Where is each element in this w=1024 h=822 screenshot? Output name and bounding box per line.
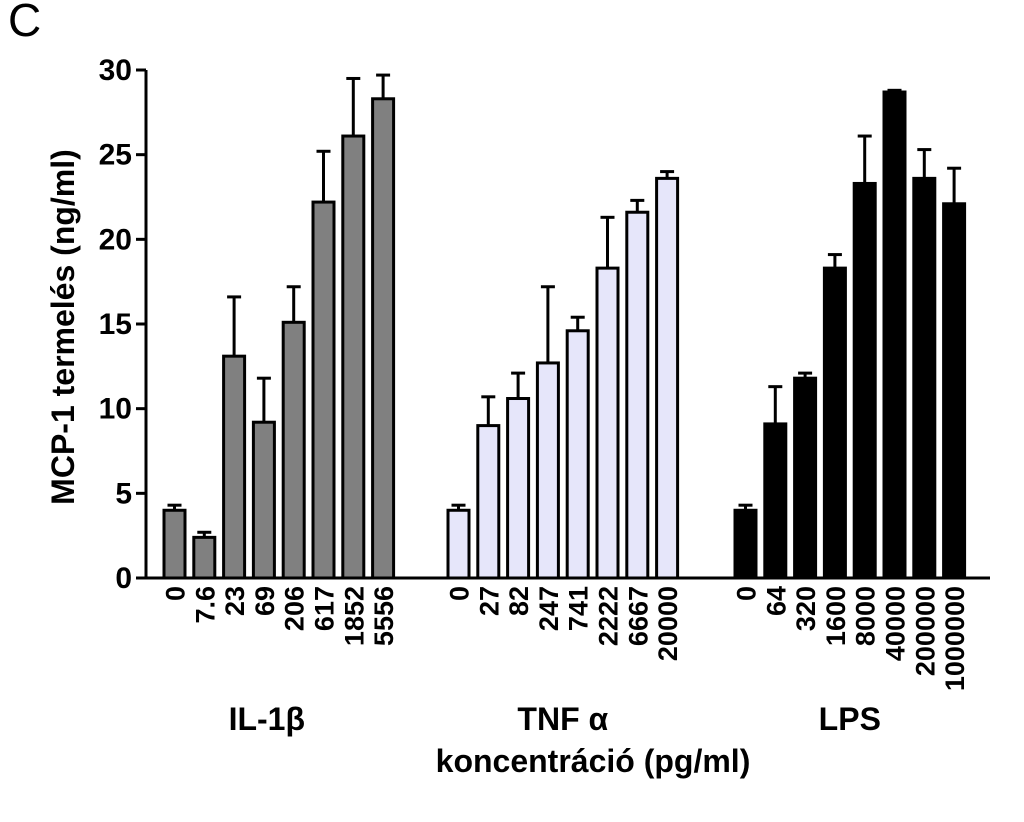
x-tick-label: 82 [504,586,534,616]
x-tick-label: 617 [310,586,340,631]
y-tick-label: 25 [99,139,132,172]
bar [565,329,590,580]
x-tick-label: 40000 [881,586,911,661]
y-axis: 0 5 10 15 20 25 30 [99,54,148,595]
x-tick-label: 1852 [339,586,369,646]
bar [793,376,818,580]
x-tick-label: 0 [161,586,191,601]
bar [912,176,937,580]
x-tick-label: 0 [732,586,762,601]
x-tick-label: 5556 [369,586,399,646]
x-tick-label: 64 [761,586,791,616]
bar [763,422,788,580]
bar [595,266,620,580]
bar [222,354,247,580]
x-tick-label: 27 [474,586,504,616]
x-tick-label: 206 [280,586,310,631]
x-tick-label: 20000 [653,586,683,661]
bar [192,535,217,580]
bar [371,97,396,580]
bar [822,266,847,580]
bar [476,424,501,580]
bar [251,420,276,580]
x-tick-label: 2222 [594,586,624,646]
y-tick-label: 20 [99,223,132,256]
bar [341,134,366,580]
bars [162,73,967,580]
bar [311,200,336,580]
x-tick-label: 1600 [821,586,851,646]
y-tick-label: 15 [99,308,132,341]
bar [162,508,187,580]
bar [852,181,877,580]
bar [733,508,758,580]
y-tick-label: 10 [99,393,132,426]
group-label: TNF α [517,701,608,737]
x-tick-label: 7.6 [190,586,220,624]
x-tick-label: 23 [220,586,250,616]
bar [506,397,531,580]
x-tick-label: 741 [564,586,594,631]
bar [655,176,680,580]
x-tick-label: 8000 [851,586,881,646]
x-tick-label: 6667 [623,586,653,646]
bar [942,202,967,580]
x-axis-label: koncentráció (pg/ml) [436,743,751,779]
bar [625,210,650,580]
x-axis: 0 7.6 23 69 206 617 1852 5556 0 27 82 247 741 2222 666… [146,576,990,691]
x-tick-label: 69 [250,586,280,616]
x-tick-label: 0 [445,586,475,601]
y-tick-label: 30 [99,54,132,87]
x-tick-label: 320 [791,586,821,631]
bar [882,90,907,580]
group-label: IL-1β [229,701,305,737]
group-label: LPS [819,701,881,737]
x-tick-label: 247 [534,586,564,631]
panel-label: C [8,0,41,46]
y-tick-label: 0 [115,562,132,595]
y-axis-label: MCP-1 termelés (ng/ml) [45,149,81,505]
x-tick-label: 200000 [910,586,940,676]
x-tick-label: 1000000 [940,586,970,691]
bar [535,361,560,580]
bar [281,320,306,580]
group-labels: IL-1β TNF α LPS [229,701,881,737]
bar [446,508,471,580]
y-tick-label: 5 [115,477,132,510]
